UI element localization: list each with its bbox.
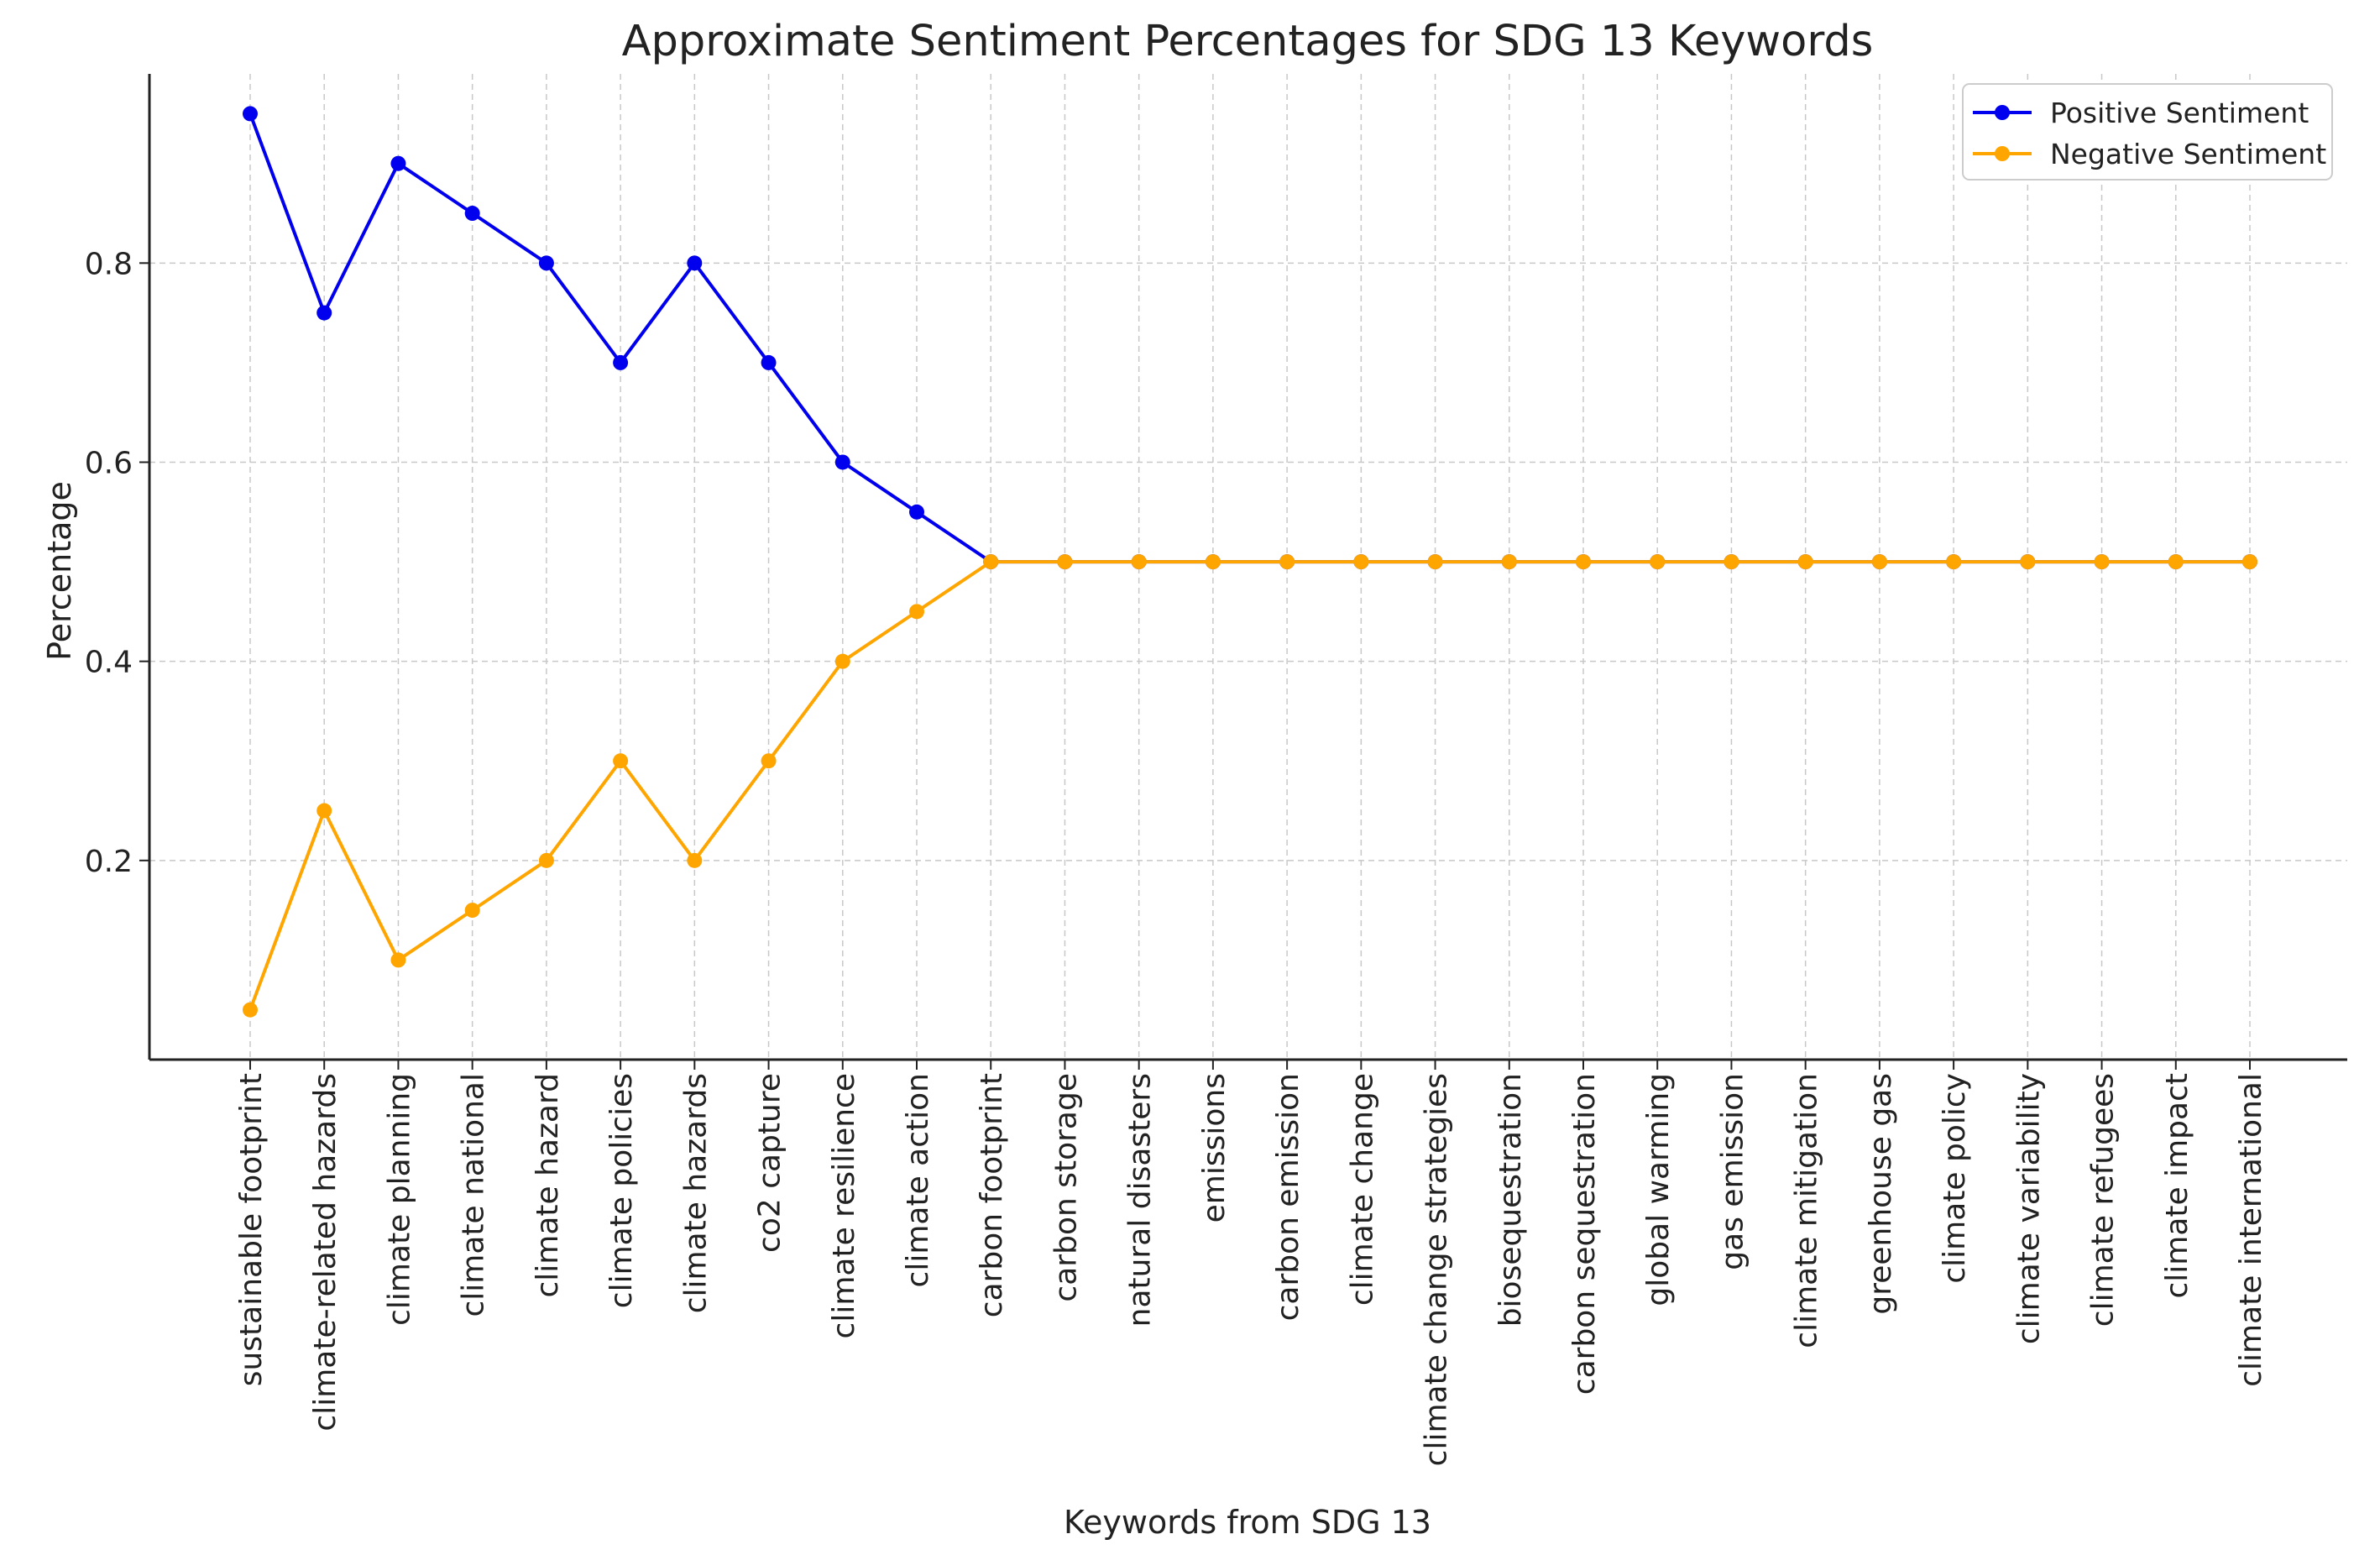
x-tick-label: climate action: [901, 1073, 935, 1287]
x-tick-label: climate planning: [382, 1073, 416, 1326]
x-tick-label: greenhouse gas: [1864, 1073, 1898, 1315]
x-tick-label: climate change strategies: [1420, 1073, 1454, 1466]
x-tick-label: climate change: [1345, 1073, 1379, 1306]
x-tick-label: carbon footprint: [975, 1073, 1009, 1317]
legend-positive-marker: [1995, 105, 2010, 120]
series-1-point: [761, 753, 777, 769]
legend-positive-label: Positive Sentiment: [2050, 97, 2309, 129]
x-tick-label: climate policy: [1938, 1073, 1972, 1284]
series-1-point: [1205, 554, 1221, 570]
series-1-point: [243, 1002, 258, 1018]
y-axis-label: Percentage: [41, 481, 78, 661]
x-tick-label: climate international: [2234, 1073, 2268, 1387]
legend-box: [1962, 83, 2333, 181]
x-tick-label: emissions: [1197, 1073, 1232, 1223]
series-1-point: [2020, 554, 2036, 570]
series-0-point: [909, 504, 924, 520]
x-axis-label: Keywords from SDG 13: [1064, 1504, 1431, 1541]
series-1-point: [1724, 554, 1739, 570]
series-1-point: [316, 803, 332, 819]
y-tick-label: 0.6: [85, 446, 133, 480]
series-0-point: [390, 155, 406, 171]
series-1-point: [390, 952, 406, 968]
series-1-point: [834, 653, 850, 669]
y-ticks: 0.2 0.4 0.6 0.8: [85, 247, 149, 879]
y-tick-label: 0.4: [85, 646, 133, 680]
series-1-point: [2168, 554, 2184, 570]
x-tick-label: climate hazards: [678, 1073, 713, 1313]
x-tick-label: co2 capture: [753, 1073, 787, 1253]
series: [243, 106, 2257, 1018]
series-1-point: [1353, 554, 1369, 570]
series-1-point: [1650, 554, 1666, 570]
series-0-point: [761, 354, 777, 370]
series-0-point: [538, 255, 554, 271]
series-0-point: [834, 454, 850, 470]
legend: Positive Sentiment Negative Sentiment: [1962, 83, 2333, 181]
y-tick-label: 0.2: [85, 845, 133, 879]
series-1-point: [613, 753, 629, 769]
series-0-point: [243, 106, 258, 122]
series-1-point: [1797, 554, 1813, 570]
x-tick-label: carbon emission: [1271, 1073, 1305, 1321]
x-tick-label: sustainable footprint: [234, 1073, 269, 1386]
x-tick-label: climate-related hazards: [308, 1073, 343, 1432]
x-ticks: sustainable footprint climate-related haz…: [234, 1060, 2268, 1466]
legend-negative-marker: [1995, 146, 2010, 161]
x-tick-label: biosequestration: [1493, 1073, 1528, 1327]
x-tick-label: carbon storage: [1049, 1073, 1083, 1302]
series-0-point: [464, 206, 480, 222]
series-0-point: [687, 255, 703, 271]
series-1-point: [1576, 554, 1591, 570]
series-0-point: [316, 305, 332, 321]
series-1-point: [983, 554, 999, 570]
x-tick-label: global warming: [1641, 1073, 1676, 1306]
x-tick-label: climate national: [457, 1073, 491, 1317]
x-tick-label: climate resilience: [827, 1073, 861, 1338]
x-tick-label: climate mitigation: [1790, 1073, 1824, 1348]
series-1-point: [1501, 554, 1517, 570]
chart-title: Approximate Sentiment Percentages for SD…: [622, 17, 1874, 66]
x-tick-label: climate impact: [2160, 1073, 2194, 1299]
grid-lines: [149, 74, 2347, 1060]
x-tick-label: carbon sequestration: [1567, 1073, 1602, 1395]
series-1-point: [909, 604, 924, 620]
x-tick-label: gas emission: [1715, 1073, 1750, 1270]
series-1-point: [538, 852, 554, 868]
axes: [148, 74, 2347, 1061]
x-tick-label: climate variability: [2011, 1073, 2046, 1344]
series-1-point: [687, 852, 703, 868]
x-tick-label: climate hazard: [531, 1073, 565, 1298]
series-1-point: [1131, 554, 1147, 570]
y-tick-label: 0.8: [85, 247, 133, 281]
series-1-point: [2242, 554, 2257, 570]
series-1-point: [1057, 554, 1073, 570]
series-1-point: [2094, 554, 2110, 570]
legend-negative-label: Negative Sentiment: [2050, 138, 2326, 170]
series-1-point: [1946, 554, 1962, 570]
x-tick-label: climate policies: [604, 1073, 639, 1308]
series-1-point: [1279, 554, 1295, 570]
series-1-point: [1871, 554, 1887, 570]
series-1-point: [464, 903, 480, 919]
x-tick-label: natural disasters: [1123, 1073, 1158, 1327]
series-1-point: [1427, 554, 1443, 570]
series-1-line: [248, 560, 2250, 1011]
series-0-point: [613, 354, 629, 370]
x-tick-label: climate refugees: [2086, 1073, 2121, 1327]
